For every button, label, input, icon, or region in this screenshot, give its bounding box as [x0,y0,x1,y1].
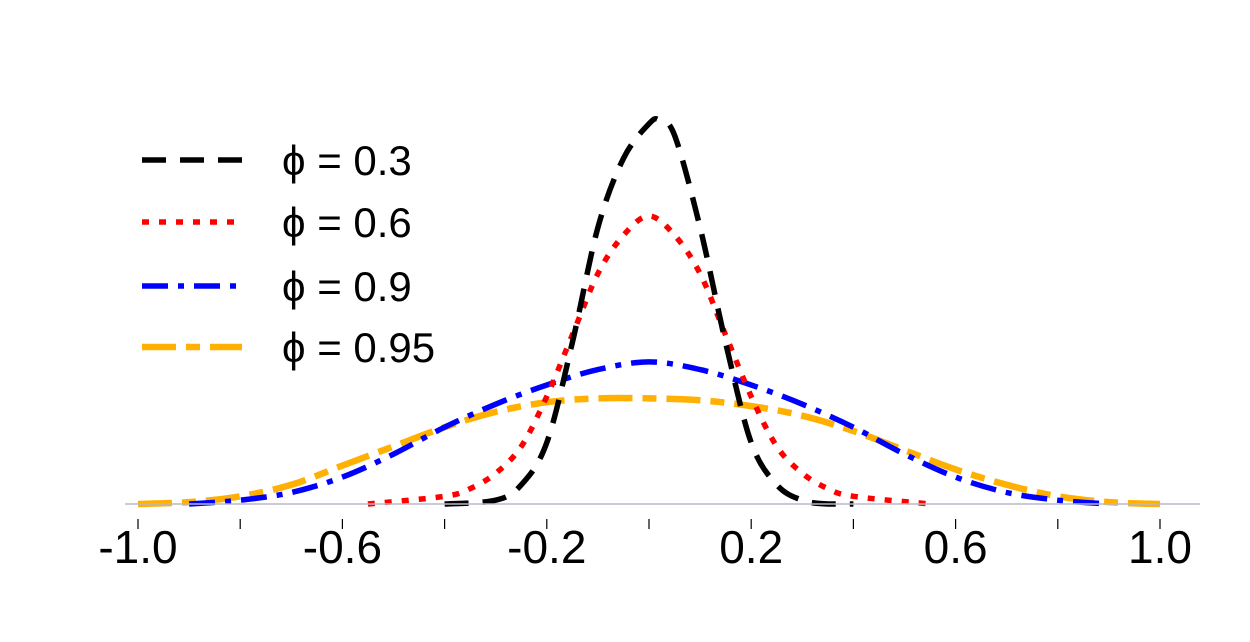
series-line-3 [137,394,1161,508]
x-tick-label: 0.2 [719,521,783,573]
legend: ϕ = 0.3 ϕ = 0.6 ϕ = 0.9 ϕ = 0.95 [142,137,435,371]
legend-label-0: ϕ = 0.3 [282,137,412,184]
x-axis: -1.0 -0.6 -0.2 0.2 0.6 1.0 [98,519,1192,573]
series-line-2 [188,359,1110,507]
x-tick-label: -0.6 [303,521,382,573]
series-line-0 [444,115,854,507]
legend-label-1: ϕ = 0.6 [282,199,412,246]
legend-label-3: ϕ = 0.95 [282,324,435,371]
x-tick-label: 0.6 [924,521,988,573]
x-tick-label: 1.0 [1128,521,1192,573]
legend-label-2: ϕ = 0.9 [282,263,412,310]
series-curves [137,115,1161,508]
x-tick-label: -0.2 [507,521,586,573]
x-tick-label: -1.0 [98,521,177,573]
